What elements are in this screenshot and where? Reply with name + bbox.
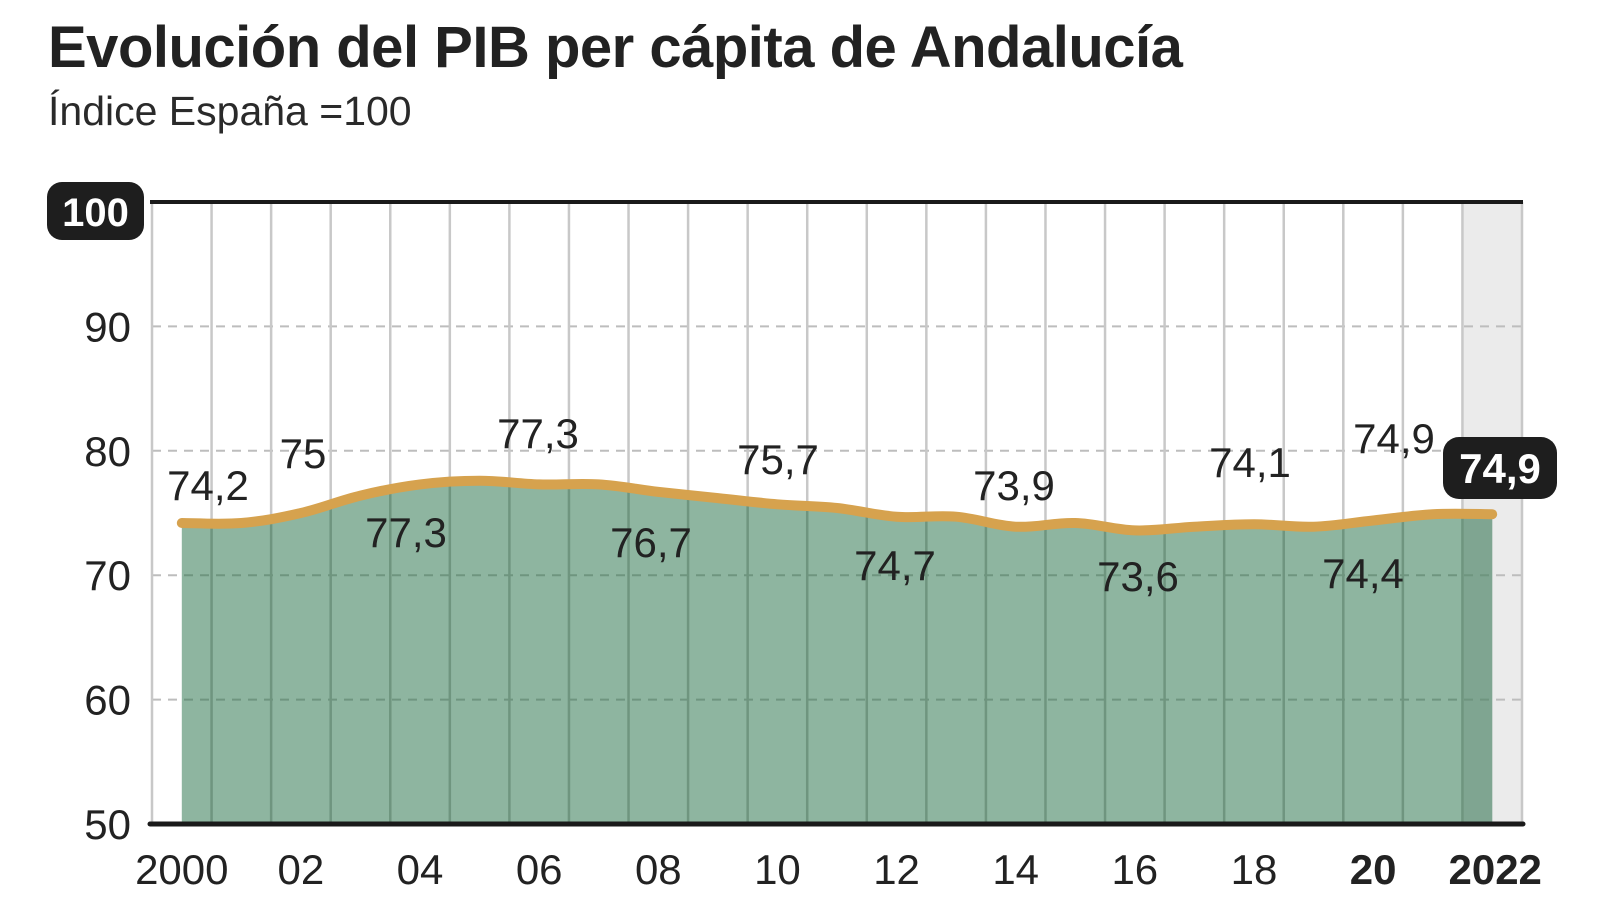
x-axis-label-2000: 2000 [135,846,228,893]
x-axis-label-2012: 12 [873,846,920,893]
latest-value-badge: 74,9 [1443,437,1557,499]
chart-subtitle: Índice España =100 [48,88,412,134]
data-label-2008: 76,7 [610,519,692,566]
x-axis-label-2002: 02 [278,846,325,893]
data-label-2004: 77,3 [365,509,447,556]
x-axis-label-2008: 08 [635,846,682,893]
data-labels: 74,2 75 77,3 77,3 76,7 75,7 74,7 73,9 73,6 74,1 74… [167,410,1435,600]
data-label-2018: 74,1 [1209,439,1291,486]
data-label-2010: 75,7 [737,436,819,483]
x-axis-label-2010: 10 [754,846,801,893]
area-fill-highlight [1462,513,1493,824]
y-axis-label-50: 50 [84,801,131,848]
x-axis-label-2016: 16 [1111,846,1158,893]
y-axis-label-60: 60 [84,677,131,724]
data-label-2020: 74,4 [1322,550,1404,597]
axes [147,200,1526,827]
data-label-2021: 74,9 [1353,415,1435,462]
data-label-2016: 73,6 [1097,553,1179,600]
data-label-2006: 77,3 [497,410,579,457]
data-label-2002: 75 [280,430,327,477]
x-axis-label-2020: 20 [1350,846,1397,893]
data-label-2014: 73,9 [973,462,1055,509]
badge-2022-background [1443,437,1557,499]
x-axis-label-2014: 14 [992,846,1039,893]
data-label-2012: 74,7 [854,542,936,589]
y-label-100-badge [47,182,144,240]
y-axis-label-90: 90 [84,303,131,350]
y-axis-labels: 50 60 70 80 90 100 [47,182,144,848]
data-label-2000: 74,2 [167,462,249,509]
y-axis-label-80: 80 [84,428,131,475]
x-axis-label-2006: 06 [516,846,563,893]
data-line [176,475,1498,536]
chart-title: Evolución del PIB per cápita de Andalucí… [48,15,1183,80]
y-axis-label-70: 70 [84,552,131,599]
horizontal-gridlines-on-fill [181,574,1493,701]
x-axis-label-2018: 18 [1231,846,1278,893]
x-axis-label-2004: 04 [397,846,444,893]
badge-2022-value: 74,9 [1459,445,1541,492]
x-axis-labels: 2000 02 04 06 08 10 12 14 16 18 20 2022 [135,846,1542,893]
y-axis-label-100: 100 [62,191,129,235]
x-axis-label-2022: 2022 [1448,846,1541,893]
series-line [176,475,1498,536]
